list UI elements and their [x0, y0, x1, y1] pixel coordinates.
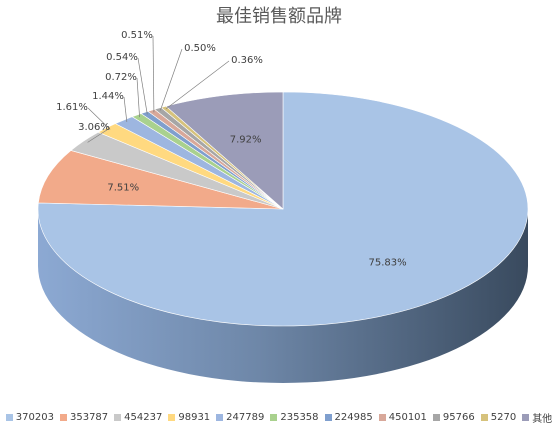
data-label-247789: 1.44% [92, 91, 124, 102]
legend-label: 454237 [124, 411, 163, 423]
legend-label: 247789 [226, 411, 265, 423]
legend-swatch [114, 413, 122, 421]
chart-legend: 370203 353787 454237 98931 247789 235358 22498… [0, 408, 558, 426]
legend-label: 224985 [334, 411, 373, 423]
chart-title: 最佳销售额品牌 [216, 6, 342, 27]
pie-slice-其他 [165, 91, 284, 210]
leader-line-98931 [87, 107, 111, 130]
legend-label: 235358 [280, 411, 319, 423]
legend-label: 98931 [178, 411, 211, 423]
legend-item-98931: 98931 [168, 412, 210, 423]
pie-side-wall [38, 209, 528, 383]
legend-item-454237: 454237 [114, 412, 162, 423]
legend-label: 95766 [442, 411, 475, 423]
legend-label: 353787 [69, 411, 109, 423]
leader-line-95766 [160, 48, 183, 111]
legend-item-247789: 247789 [216, 412, 264, 423]
legend-swatch [480, 413, 488, 421]
data-label-370203: 75.83% [369, 258, 407, 269]
legend-item-370203: 370203 [5, 411, 54, 423]
legend-swatch [432, 413, 440, 421]
data-label-353787: 7.51% [107, 182, 139, 193]
leader-line-454237 [87, 127, 111, 143]
legend-swatch [522, 413, 530, 421]
legend-label: 5270 [490, 411, 517, 423]
leader-line-5270 [165, 60, 230, 110]
legend-item-5270: 5270 [480, 411, 517, 423]
leader-line-235358 [136, 77, 140, 118]
leader-line-450101 [152, 35, 155, 113]
pie-slice-353787 [37, 150, 284, 210]
data-label-98931: 1.61% [56, 102, 88, 113]
leader-line-247789 [123, 96, 128, 122]
legend-item-235358: 235358 [270, 411, 319, 423]
data-label-5270: 0.36% [231, 55, 263, 66]
legend-label: 370203 [15, 411, 54, 423]
legend-item-224985: 224985 [324, 411, 373, 423]
legend-swatch [216, 413, 224, 421]
legend-swatch [5, 413, 13, 421]
legend-label: 450101 [388, 411, 427, 423]
legend-swatch [59, 413, 67, 421]
legend-swatch [324, 413, 332, 421]
pie-slice-370203 [37, 91, 529, 327]
legend-item-450101: 450101 [378, 411, 427, 423]
data-label-95766: 0.50% [184, 43, 216, 54]
legend-item-其他: 其他 [522, 410, 552, 425]
watermark: 知乎 @咸鱼 [490, 411, 549, 425]
legend-swatch [378, 413, 386, 421]
data-label-224985: 0.54% [106, 52, 138, 63]
data-label-235358: 0.72% [105, 72, 137, 83]
data-label-450101: 0.51% [121, 30, 153, 41]
legend-swatch [168, 413, 176, 421]
legend-item-95766: 95766 [432, 411, 475, 423]
legend-label: 其他 [532, 413, 553, 425]
data-label-其他: 7.92% [230, 135, 262, 146]
leader-line-224985 [137, 57, 148, 115]
legend-swatch [270, 413, 278, 421]
data-label-454237: 3.06% [78, 122, 110, 133]
legend-item-353787: 353787 [59, 411, 109, 423]
